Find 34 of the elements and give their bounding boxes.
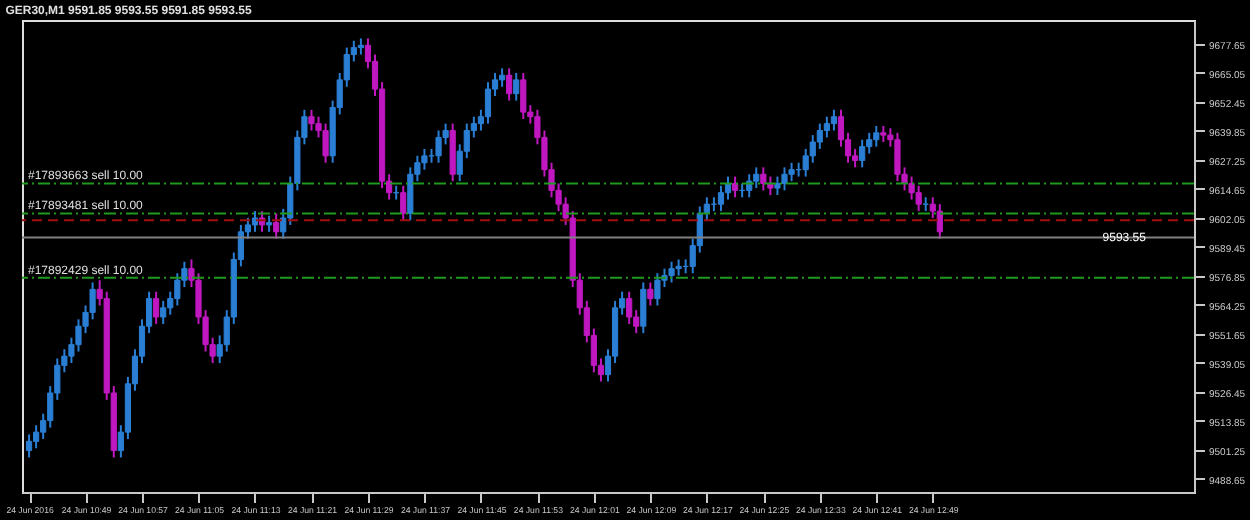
candlestick — [767, 175, 774, 196]
candlestick — [830, 108, 838, 132]
candlestick — [251, 210, 259, 233]
candlestick — [894, 131, 901, 183]
candlestick — [484, 81, 492, 125]
candlestick — [273, 212, 280, 240]
candlestick — [668, 260, 675, 284]
candlestick — [25, 433, 33, 459]
candlestick — [449, 122, 456, 183]
candlestick — [717, 184, 725, 213]
candlestick — [760, 166, 767, 192]
candlestick — [859, 138, 866, 169]
candlestick — [400, 184, 407, 222]
candlestick — [781, 166, 788, 192]
candlestick — [160, 299, 167, 325]
candlestick — [626, 290, 633, 325]
candlestick — [915, 184, 922, 213]
candlestick — [513, 71, 520, 102]
candlestick — [499, 67, 506, 88]
candlestick — [435, 129, 442, 164]
candlestick — [640, 281, 647, 335]
candlestick — [153, 290, 160, 325]
candlestick — [788, 161, 795, 183]
candlestick — [322, 122, 329, 164]
candlestick — [753, 166, 760, 190]
candlestick — [873, 124, 880, 148]
candlestick — [774, 175, 781, 196]
candlestick — [731, 175, 739, 199]
candlestick — [647, 281, 654, 307]
candlestick — [308, 108, 315, 132]
candlestick — [654, 272, 661, 307]
candlestick — [520, 71, 527, 120]
candlestick — [506, 67, 513, 102]
candlestick — [936, 203, 943, 240]
